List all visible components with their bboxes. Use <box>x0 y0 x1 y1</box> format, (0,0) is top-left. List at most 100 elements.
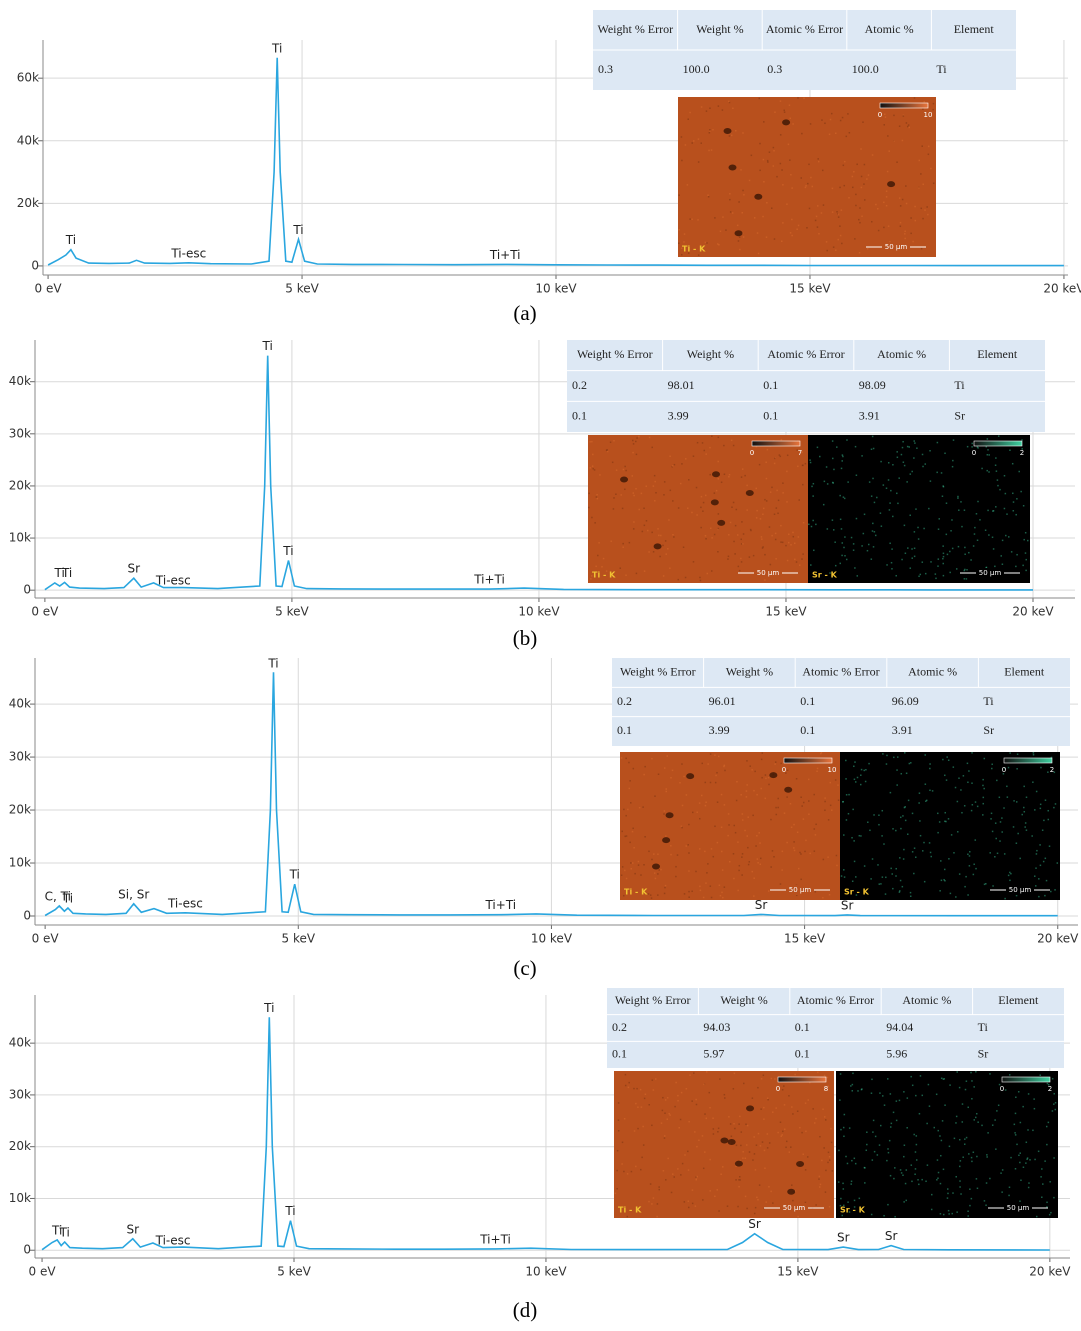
map-speckle <box>742 132 744 134</box>
map-speckle <box>946 756 948 758</box>
map-speckle <box>902 140 904 142</box>
map-speckle <box>781 1134 783 1136</box>
map-speckle <box>922 454 924 456</box>
map-speckle <box>817 205 819 207</box>
map-speckle <box>781 169 783 171</box>
map-speckle <box>968 1153 970 1155</box>
map-speckle <box>896 451 898 453</box>
map-speckle <box>791 219 793 221</box>
map-speckle <box>848 794 850 796</box>
map-speckle <box>847 113 849 115</box>
map-speckle <box>852 1084 854 1086</box>
map-speckle <box>832 440 834 442</box>
map-speckle <box>852 176 854 178</box>
scale-bar-label: 50 µm <box>757 569 780 577</box>
map-speckle <box>757 1199 759 1201</box>
map-speckle <box>959 1087 961 1089</box>
map-speckle <box>782 492 784 494</box>
map-speckle <box>662 1110 664 1112</box>
map-speckle <box>891 548 893 550</box>
map-speckle <box>756 510 758 512</box>
map-speckle <box>1057 862 1059 864</box>
map-speckle <box>618 1102 620 1104</box>
map-speckle <box>774 1078 776 1080</box>
map-speckle <box>1040 767 1042 769</box>
table-cell: 0.2 <box>572 378 587 392</box>
map-speckle <box>764 499 766 501</box>
map-label: Sr - K <box>840 1206 866 1215</box>
map-speckle <box>946 502 948 504</box>
map-speckle <box>942 545 944 547</box>
map-speckle <box>621 1163 623 1165</box>
map-speckle <box>717 842 719 844</box>
map-speckle <box>903 1201 905 1203</box>
table-cell: Sr <box>954 408 965 422</box>
map-speckle <box>621 831 623 833</box>
map-speckle <box>892 516 894 518</box>
map-speckle <box>982 779 984 781</box>
map-speckle <box>913 873 915 875</box>
map-speckle <box>880 883 882 885</box>
map-speckle <box>1040 804 1042 806</box>
map-speckle <box>859 1198 861 1200</box>
map-speckle <box>992 537 994 539</box>
map-speckle <box>790 174 792 176</box>
map-speckle <box>938 558 940 560</box>
map-speckle <box>1034 875 1036 877</box>
map-speckle <box>802 553 804 555</box>
map-speckle <box>710 885 712 887</box>
map-speckle <box>1039 844 1041 846</box>
map-speckle <box>746 784 748 786</box>
map-speckle <box>805 1202 807 1204</box>
map-speckle <box>740 558 742 560</box>
map-speckle <box>907 1097 909 1099</box>
map-speckle <box>890 490 892 492</box>
map-speckle <box>756 517 758 519</box>
map-speckle <box>842 1215 844 1217</box>
map-speckle <box>805 185 807 187</box>
map-speckle <box>885 116 887 118</box>
map-speckle <box>904 238 906 240</box>
map-speckle <box>790 1146 792 1148</box>
map-speckle <box>888 479 890 481</box>
map-speckle <box>643 774 645 776</box>
map-speckle <box>1016 801 1018 803</box>
map-speckle <box>709 447 711 449</box>
map-speckle <box>824 1116 826 1118</box>
map-speckle <box>1016 554 1018 556</box>
map-speckle <box>877 208 879 210</box>
peak-label: Ti-esc <box>155 574 191 588</box>
map-speckle <box>839 495 841 497</box>
map-speckle <box>705 535 707 537</box>
map-speckle <box>927 1164 929 1166</box>
y-tick-label: 60k <box>17 71 39 85</box>
map-speckle <box>956 1071 958 1073</box>
map-speckle <box>701 496 703 498</box>
map-speckle <box>1020 491 1022 493</box>
map-speckle <box>707 573 709 575</box>
map-speckle <box>911 557 913 559</box>
map-speckle <box>688 1200 690 1202</box>
map-speckle <box>966 1137 968 1139</box>
map-speckle <box>837 784 839 786</box>
map-speckle <box>966 569 968 571</box>
map-speckle <box>746 790 748 792</box>
map-speckle <box>648 1201 650 1203</box>
map-speckle <box>812 186 814 188</box>
element-map <box>836 1071 1058 1218</box>
map-speckle <box>709 1190 711 1192</box>
map-speckle <box>940 1213 942 1215</box>
map-speckle <box>835 250 837 252</box>
table-cell: 5.96 <box>886 1046 907 1060</box>
map-speckle <box>729 135 731 137</box>
table-cell: 96.09 <box>892 694 919 708</box>
map-speckle <box>701 763 703 765</box>
map-speckle <box>892 888 894 890</box>
map-speckle <box>912 813 914 815</box>
map-speckle <box>971 810 973 812</box>
map-speckle <box>687 507 689 509</box>
map-speckle <box>759 143 761 145</box>
color-bar-max: 7 <box>798 449 802 457</box>
map-speckle <box>819 1136 821 1138</box>
map-speckle <box>983 797 985 799</box>
